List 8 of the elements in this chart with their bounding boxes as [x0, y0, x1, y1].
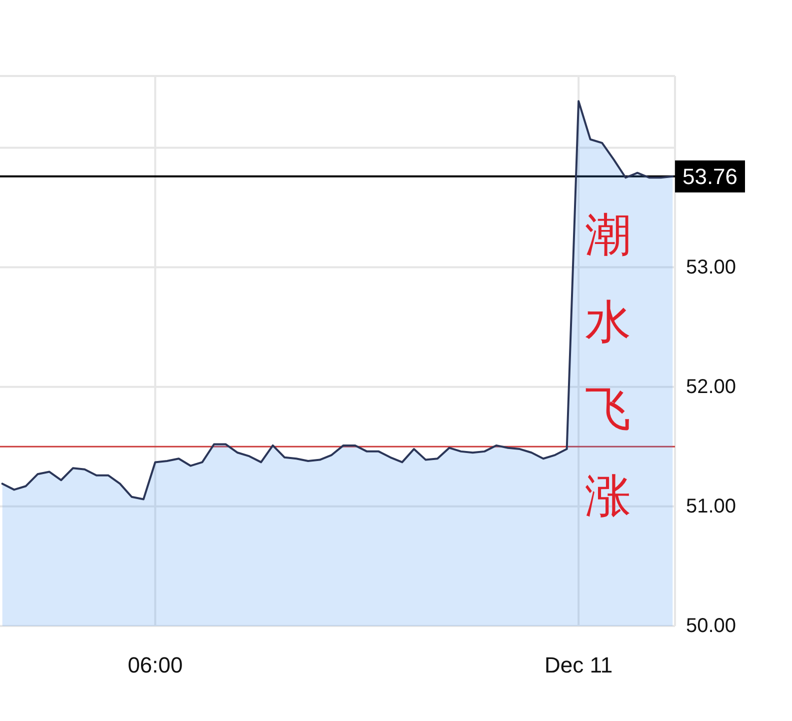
ref-line-label: 53.76	[682, 164, 738, 189]
y-tick-label: 51.00	[686, 495, 736, 518]
y-tick-label: 52.00	[686, 376, 736, 398]
x-tick-label: 06:00	[128, 652, 183, 678]
y-tick-label: 53.00	[686, 256, 736, 278]
x-tick-label: Dec 11	[544, 652, 613, 678]
annotation: 潮水飞涨	[585, 207, 631, 522]
y-tick-label: 50.00	[686, 615, 736, 637]
